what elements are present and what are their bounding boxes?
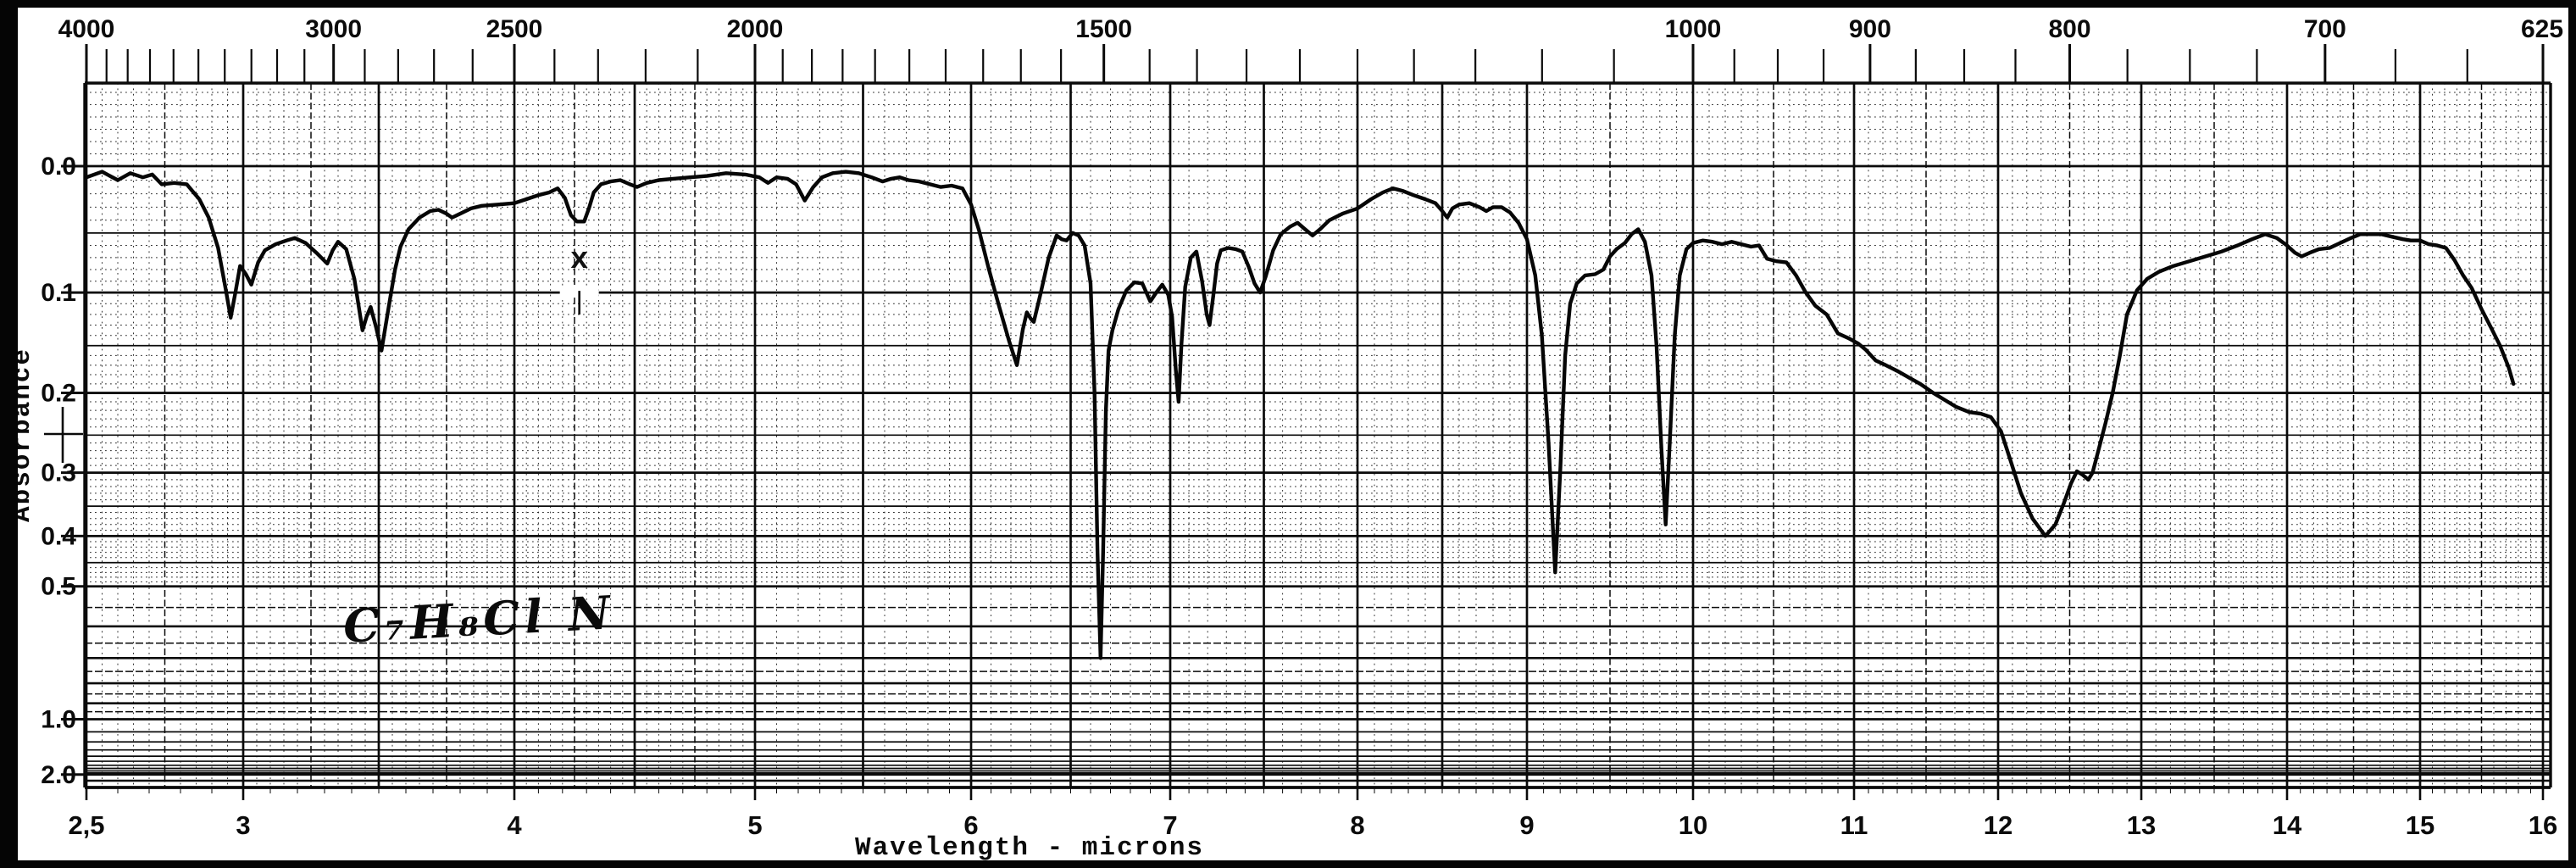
bottom-axis-label: 15 (2406, 810, 2434, 840)
top-axis-label: 2000 (727, 15, 784, 43)
bottom-axis-label: 11 (1840, 810, 1868, 840)
plot-borders (83, 81, 2552, 789)
y-axis-label: 0.0 (41, 153, 76, 181)
y-axis-label: 0.4 (41, 522, 76, 550)
axis-ticks (61, 44, 2545, 800)
bottom-axis-label: 5 (747, 810, 762, 840)
axis-tick-labels: 4000 3000 2500 2000 1500 1000 900 800 700 625 2,5 3… (41, 15, 2563, 840)
top-axis-label: 625 (2521, 15, 2563, 43)
grid-ruling (85, 83, 2551, 787)
y-axis-label: 0.5 (41, 573, 76, 601)
top-axis-label: 1000 (1665, 15, 1722, 43)
top-axis-label: 800 (2048, 15, 2090, 43)
y-axis-label: 0.1 (41, 279, 76, 307)
y-axis-label: 2.0 (41, 761, 76, 789)
spectrum-curve (84, 170, 2516, 660)
bottom-axis-label: 2,5 (68, 810, 104, 840)
bottom-axis-label: 10 (1679, 810, 1707, 840)
top-axis-label: 700 (2304, 15, 2346, 43)
bottom-axis-label: 14 (2273, 810, 2302, 840)
bottom-axis-label: 7 (1163, 810, 1177, 840)
bottom-axis-label: 9 (1519, 810, 1534, 840)
registration-cross-mark (44, 287, 599, 463)
y-axis-label: 0.3 (41, 459, 76, 487)
top-axis-label: 1500 (1075, 15, 1132, 43)
bottom-axis-label: 4 (507, 810, 522, 840)
top-axis-label: 2500 (486, 15, 543, 43)
spectrum-trace (84, 170, 2516, 660)
bottom-axis-label: 8 (1350, 810, 1364, 840)
top-axis-label: 3000 (305, 15, 362, 43)
bottom-axis-label: 12 (1984, 810, 2012, 840)
bottom-axis-label: 3 (236, 810, 250, 840)
y-axis-label: 0.2 (41, 380, 76, 408)
bottom-axis-label: 6 (963, 810, 978, 840)
y-axis-label: 1.0 (41, 706, 76, 734)
top-axis-label: 900 (1849, 15, 1891, 43)
x-axis-title: Wavelength - microns (855, 833, 1204, 863)
artifact-x-mark: x (570, 242, 589, 277)
bottom-axis-label: 13 (2127, 810, 2156, 840)
bottom-axis-label: 16 (2529, 810, 2557, 840)
top-axis-label: 4000 (58, 15, 115, 43)
